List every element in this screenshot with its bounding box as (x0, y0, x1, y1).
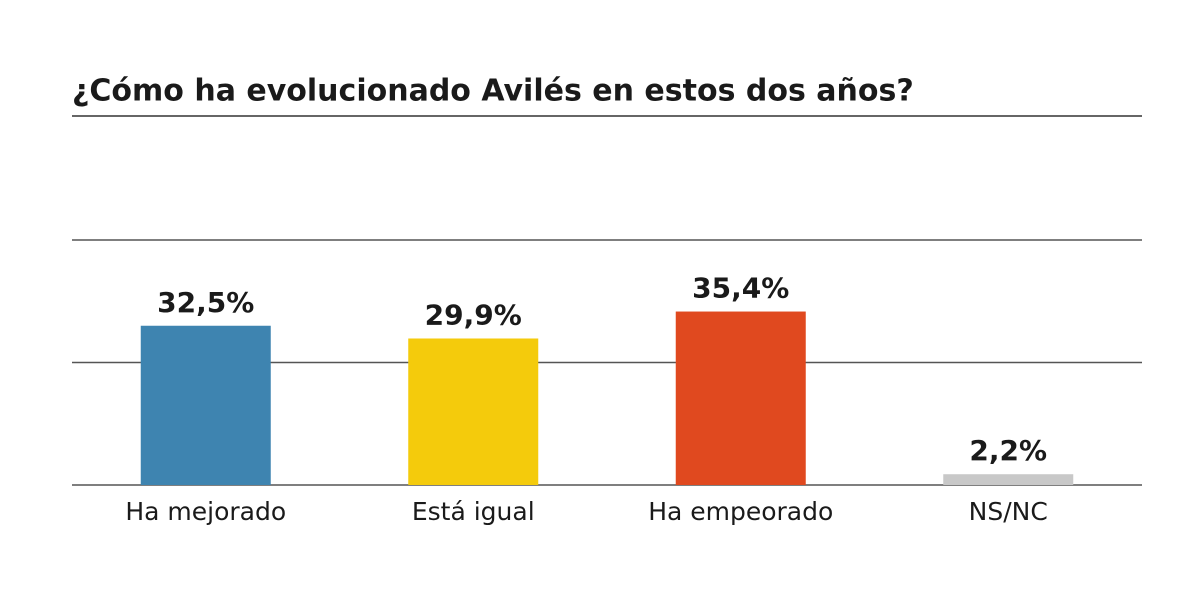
x-tick-label: Ha mejorado (125, 497, 286, 526)
value-label: 29,9% (425, 298, 522, 331)
x-tick-label: Ha empeorado (648, 497, 833, 526)
x-tick-label: NS/NC (969, 497, 1048, 526)
bar (140, 325, 271, 485)
value-label: 35,4% (692, 272, 789, 305)
x-tick-label: Está igual (412, 497, 535, 526)
bar (408, 338, 539, 485)
bar (943, 474, 1074, 485)
bar (675, 311, 806, 485)
chart-title: ¿Cómo ha evolucionado Avilés en estos do… (72, 74, 914, 109)
value-label: 32,5% (157, 286, 254, 319)
value-label: 2,2% (969, 434, 1047, 467)
